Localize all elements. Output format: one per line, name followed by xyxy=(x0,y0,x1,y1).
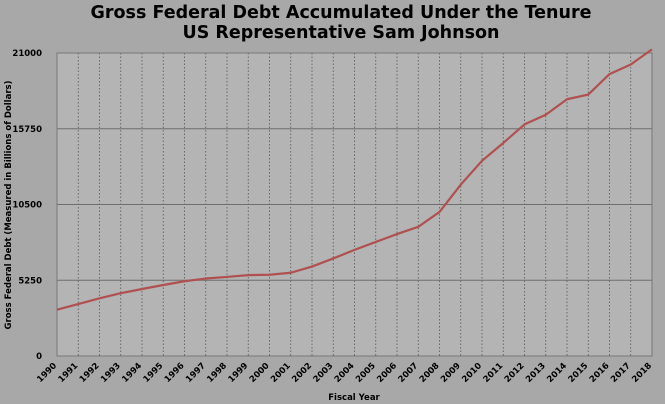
x-tick-label: 1991 xyxy=(57,361,81,385)
x-tick-label: 2011 xyxy=(482,361,506,385)
x-tick-label: 2017 xyxy=(609,361,633,385)
x-tick-label: 2009 xyxy=(439,361,463,385)
chart-title-line-2: US Representative Sam Johnson xyxy=(182,23,499,43)
series-line xyxy=(56,48,653,311)
x-tick-label: 2008 xyxy=(418,361,442,385)
x-tick-label: 2002 xyxy=(290,361,314,385)
y-tick-label: 5250 xyxy=(18,276,42,286)
x-tick-label: 2014 xyxy=(545,361,569,385)
x-tick-label: 2005 xyxy=(354,361,378,385)
x-tick-label: 2018 xyxy=(630,361,654,385)
y-tick-labels: 0 5250 10500 15750 21000 xyxy=(12,49,42,362)
x-tick-label: 2007 xyxy=(397,361,421,385)
x-tick-label: 1994 xyxy=(120,361,144,385)
x-tick-label: 1998 xyxy=(205,361,229,385)
x-tick-label: 1992 xyxy=(78,361,102,385)
y-tick-label: 15750 xyxy=(12,125,42,135)
y-tick-label: 10500 xyxy=(12,201,42,211)
y-tick-label: 0 xyxy=(36,352,42,362)
y-tick-label: 21000 xyxy=(12,49,42,59)
x-tick-label: 1995 xyxy=(142,361,166,385)
x-tick-label: 1999 xyxy=(227,361,251,385)
x-tick-label: 2003 xyxy=(312,361,336,385)
x-tick-label: 2013 xyxy=(524,361,548,385)
chart-title-line-1: Gross Federal Debt Accumulated Under the… xyxy=(91,3,592,23)
x-tick-label: 2004 xyxy=(333,361,357,385)
x-tick-label: 2001 xyxy=(269,361,293,385)
x-tick-label: 2015 xyxy=(567,361,591,385)
x-tick-label: 2006 xyxy=(375,361,399,385)
plot-border xyxy=(56,52,653,357)
grid xyxy=(56,52,653,357)
x-tick-label: 1996 xyxy=(163,361,187,385)
x-tick-label: 2000 xyxy=(248,361,272,385)
x-tick-label: 1997 xyxy=(184,361,208,385)
y-axis-label: Gross Federal Debt (Measured in Billions… xyxy=(4,80,14,329)
x-tick-label: 1993 xyxy=(99,361,123,385)
series-layer xyxy=(56,48,653,311)
x-tick-labels: 1990199119921993199419951996199719981999… xyxy=(35,361,654,385)
x-tick-label: 1990 xyxy=(35,361,59,385)
x-tick-label: 2016 xyxy=(588,361,612,385)
x-tick-label: 2010 xyxy=(460,361,484,385)
x-tick-label: 2012 xyxy=(503,361,527,385)
x-axis-label: Fiscal Year xyxy=(328,393,380,403)
